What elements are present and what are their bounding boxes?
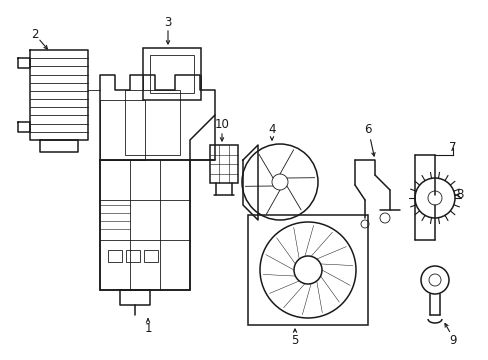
Text: 8: 8 (455, 189, 463, 202)
Text: 4: 4 (268, 123, 275, 136)
Bar (209, 145, 238, 183)
Text: 3: 3 (164, 15, 171, 28)
Bar (142, 48, 201, 100)
Bar (100, 100, 145, 160)
Text: 6: 6 (364, 123, 371, 136)
Bar (143, 250, 158, 262)
Bar (247, 215, 367, 325)
Text: 7: 7 (448, 141, 456, 154)
Bar (125, 90, 180, 155)
Text: 10: 10 (214, 118, 229, 131)
Bar (108, 250, 122, 262)
Text: 1: 1 (144, 321, 151, 334)
Text: 5: 5 (291, 333, 298, 346)
Text: 9: 9 (448, 333, 456, 346)
Bar (126, 250, 140, 262)
Text: 2: 2 (31, 28, 39, 41)
Bar (150, 55, 194, 93)
